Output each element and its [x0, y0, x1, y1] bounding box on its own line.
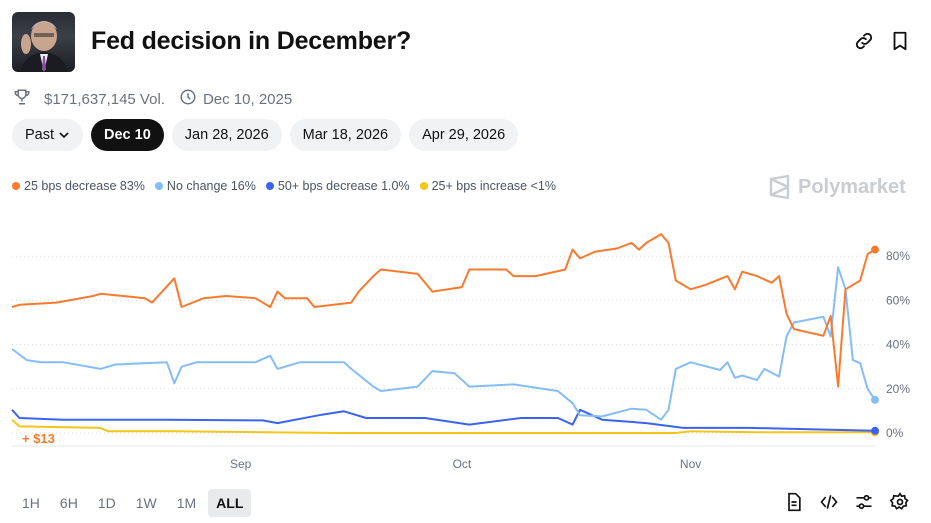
market-avatar — [12, 12, 75, 72]
tab-label: Mar 18, 2026 — [302, 127, 389, 143]
legend-label: 50+ bps decrease 1.0% — [277, 179, 410, 193]
legend-label: 25 bps decrease 83% — [24, 179, 145, 193]
legend-dot — [419, 182, 428, 190]
range-1h[interactable]: 1H — [22, 495, 40, 511]
bookmark-icon[interactable] — [889, 30, 911, 52]
series-end-dot — [871, 426, 879, 435]
range-6h[interactable]: 6H — [59, 495, 78, 511]
tab-mar-18[interactable]: Mar 18, 2026 — [289, 119, 402, 151]
legend-item: No change 16% — [154, 179, 256, 193]
chart-legend: 25 bps decrease 83% No change 16% 50+ bp… — [12, 179, 556, 193]
range-1m[interactable]: 1M — [176, 495, 197, 511]
series-line — [11, 233, 876, 388]
tab-label: Jan 28, 2026 — [184, 127, 269, 143]
range-all[interactable]: ALL — [208, 489, 252, 517]
clock-icon — [179, 88, 197, 110]
tab-label: Dec 10 — [104, 127, 151, 143]
volume-text: $171,637,145 Vol. — [44, 90, 165, 108]
legend-item: 25 bps decrease 83% — [12, 179, 145, 193]
legend-dot — [265, 182, 274, 190]
document-icon[interactable] — [784, 492, 804, 512]
range-1d[interactable]: 1D — [97, 495, 116, 511]
page-title: Fed decision in December? — [91, 27, 412, 55]
tab-dec-10[interactable]: Dec 10 — [91, 119, 164, 151]
tab-label: Apr 29, 2026 — [422, 127, 506, 143]
link-icon[interactable] — [853, 30, 875, 52]
legend-label: 25+ bps increase <1% — [431, 179, 556, 193]
legend-label: No change 16% — [166, 179, 256, 193]
probability-chart: 0% 20% 40% 60% 80% Sep Oct Nov + $13 — [11, 233, 910, 471]
y-tick-label: 80% — [886, 249, 910, 263]
y-tick-label: 20% — [886, 382, 910, 396]
tab-label: Past — [25, 127, 55, 143]
chevron-down-icon — [59, 132, 69, 139]
legend-dot — [154, 182, 163, 190]
legend-dot — [12, 182, 20, 190]
range-1w[interactable]: 1W — [135, 495, 157, 511]
y-tick-label: 0% — [886, 426, 904, 440]
gear-icon[interactable] — [889, 492, 910, 512]
legend-item: 50+ bps decrease 1.0% — [265, 179, 410, 193]
series-line — [11, 408, 876, 432]
sliders-icon[interactable] — [854, 492, 874, 512]
code-icon[interactable] — [819, 492, 839, 512]
date-tabs: Past Dec 10 Jan 28, 2026 Mar 18, 2026 Ap… — [12, 119, 519, 151]
tab-apr-29[interactable]: Apr 29, 2026 — [409, 119, 519, 151]
legend-item: 25+ bps increase <1% — [419, 179, 556, 193]
series-end-dot — [871, 395, 879, 404]
time-range-selector: 1H 6H 1D 1W 1M ALL — [14, 489, 252, 517]
series-line — [11, 418, 875, 434]
tab-jan-28[interactable]: Jan 28, 2026 — [171, 119, 282, 151]
series-end-dot — [871, 245, 879, 254]
y-tick-label: 40% — [886, 338, 910, 352]
x-tick-label: Sep — [230, 457, 252, 471]
y-tick-label: 60% — [886, 293, 910, 307]
x-tick-label: Nov — [680, 457, 701, 471]
polymarket-logo: Polymarket — [768, 174, 906, 200]
brand-name: Polymarket — [798, 175, 906, 198]
end-date-text: Dec 10, 2025 — [202, 90, 293, 108]
market-meta: $171,637,145 Vol. Dec 10, 2025 — [12, 88, 292, 110]
trophy-icon — [12, 88, 32, 110]
tab-past[interactable]: Past — [12, 119, 84, 151]
pnl-annotation: + $13 — [22, 431, 55, 446]
x-tick-label: Oct — [453, 457, 472, 471]
